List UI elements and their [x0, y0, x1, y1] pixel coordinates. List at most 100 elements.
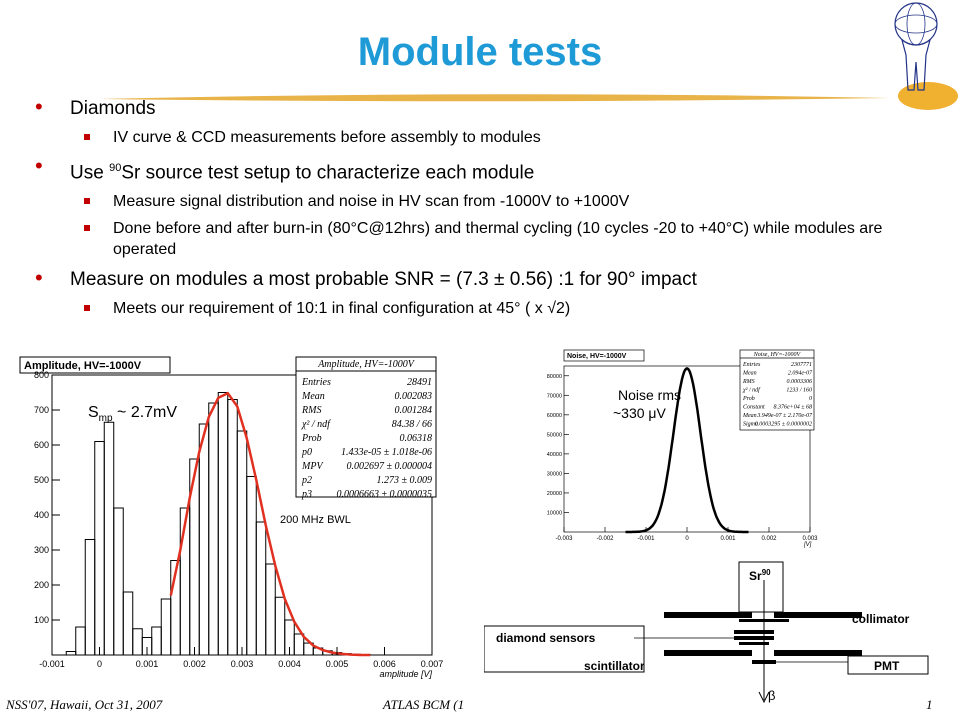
- x-tick-label: -0.002: [596, 536, 614, 542]
- x-tick-label: 0: [685, 536, 689, 542]
- stats-value: 1233 / 160: [786, 388, 812, 394]
- pmt-label: PMT: [874, 659, 900, 673]
- diamond-label: diamond sensors: [496, 631, 596, 645]
- stats-value: 28491: [407, 377, 432, 388]
- stats-key: Mean: [301, 391, 325, 402]
- y-tick-label: 300: [34, 545, 49, 555]
- x-axis-label: amplitude [V]: [379, 669, 432, 679]
- x-tick-label: 0.003: [231, 659, 254, 669]
- y-tick-label: 600: [34, 440, 49, 450]
- y-tick-label: 20000: [547, 491, 562, 497]
- stats-value: 8.376e+04 ± 68: [773, 404, 812, 411]
- setup-diagram: Sr90 β collimator diamond sensors scinti…: [484, 561, 929, 704]
- footer-page-number: 1: [926, 697, 933, 712]
- sr-source-box: [738, 561, 784, 613]
- y-tick-label: 800: [34, 370, 49, 380]
- page-title: Module tests: [357, 30, 603, 74]
- svg-text:Amplitude, HV=-1000V: Amplitude, HV=-1000V: [317, 359, 416, 370]
- footer-center: ATLAS BCM (1: [383, 697, 465, 712]
- x-tick-label: 0.003: [802, 536, 818, 542]
- histogram-bar: [122, 591, 134, 656]
- stats-value: 0: [809, 396, 812, 402]
- y-tick-label: 60000: [547, 413, 562, 419]
- bullet-list: • Diamonds IV curve & CCD measurements be…: [35, 94, 920, 319]
- amplitude-header: Amplitude, HV=-1000V: [24, 360, 142, 372]
- amplitude-stats-box: Amplitude, HV=-1000V Entries 28491 Mean 0.0…: [295, 356, 437, 500]
- stats-value: 2307771: [791, 362, 812, 368]
- stats-value: 0.002697 ± 0.000004: [347, 461, 433, 472]
- y-tick-label: 200: [34, 580, 49, 590]
- stats-key: RMS: [742, 379, 755, 385]
- amplitude-header-box: [19, 356, 171, 374]
- noise-header: Noise, HV=-1000V: [567, 353, 627, 360]
- diamond-sensor: [734, 636, 774, 640]
- x-tick-label: 0.004: [278, 659, 301, 669]
- pmt-box: [847, 655, 929, 675]
- stats-key: Mean: [742, 413, 757, 419]
- y-tick-label: 70000: [547, 393, 562, 399]
- stats-value: 84.38 / 66: [392, 419, 432, 430]
- x-tick-label: 0.006: [373, 659, 396, 669]
- scintillator: [752, 660, 776, 664]
- stats-key: χ² / ndf: [742, 387, 761, 394]
- stats-key: RMS: [301, 405, 321, 416]
- x-axis-label: [V]: [803, 542, 812, 548]
- sub-bullet-item: IV curve & CCD measurements before assem…: [40, 127, 920, 148]
- bullet-item: • Use 90Sr source test setup to character…: [35, 153, 535, 184]
- stats-value: 0.0003295 ± 0.0000002: [755, 422, 812, 428]
- y-tick-label: 50000: [547, 432, 562, 438]
- stats-key: Sigma: [743, 422, 758, 428]
- stats-value: 0.0003306: [787, 379, 813, 385]
- x-tick-label: 0.001: [720, 536, 736, 542]
- stats-value: 3.949e-07 ± 2.170e-07: [756, 412, 813, 419]
- stats-value: 0.06318: [400, 433, 433, 444]
- collimator-label: collimator: [852, 612, 910, 626]
- stats-key: p3: [301, 489, 312, 500]
- footer-left: NSS'07, Hawaii, Oct 31, 2007: [6, 697, 163, 712]
- x-tick-label: 0.007: [421, 659, 444, 669]
- stats-value: 0.001284: [395, 405, 433, 416]
- stats-key: MPV: [301, 461, 324, 472]
- y-tick-label: 30000: [547, 471, 562, 477]
- stats-key: Prob: [301, 433, 322, 444]
- svg-text:Noise, HV=-1000V: Noise, HV=-1000V: [753, 352, 802, 358]
- atlas-logo-icon: [894, 2, 958, 110]
- noise-stats-box: Noise, HV=-1000V Entries 2307771 Mean 2.094…: [739, 349, 815, 431]
- x-tick-label: -0.003: [555, 536, 573, 542]
- beta-arrow-icon: [758, 691, 770, 704]
- stats-value: 0.002083: [395, 391, 433, 402]
- stats-key: Entries: [301, 377, 331, 388]
- diamond-sensor: [734, 630, 774, 634]
- noise-histogram: Noise, HV=-1000V -0.003 -0.002 -0.001 0 0.00…: [540, 348, 820, 548]
- stats-value: 1.273 ± 0.009: [377, 475, 433, 486]
- y-tick-label: 40000: [547, 452, 562, 458]
- noise-annotation-1: Noise rms: [618, 387, 681, 403]
- stats-value: 2.094e-07: [788, 370, 813, 377]
- y-tick-label: 400: [34, 510, 49, 520]
- bullet-item: • Measure on modules a most probable SNR …: [35, 265, 697, 291]
- stats-key: Prob: [742, 396, 755, 402]
- stats-key: p0: [301, 447, 312, 458]
- bullet-item: • Diamonds: [35, 94, 156, 120]
- histogram-bar: [113, 507, 124, 656]
- shield-right: [774, 650, 862, 656]
- y-tick-label: 100: [34, 615, 49, 625]
- noise-annotation-2: ~330 μV: [613, 405, 666, 421]
- collimator-right: [774, 612, 862, 618]
- y-tick-label: 80000: [547, 374, 562, 380]
- x-tick-label: 0.001: [136, 659, 159, 669]
- bwl-label: 200 MHz BWL: [280, 514, 351, 526]
- sub-bullet-item: Done before and after burn-in (80°C@12hr…: [40, 218, 920, 260]
- sub-bullet-item: Measure signal distribution and noise in…: [40, 191, 920, 212]
- x-tick-label: -0.001: [39, 659, 65, 669]
- diamond-frame: [484, 625, 645, 673]
- stats-value: 1.433e-05 ± 1.018e-06: [341, 447, 432, 458]
- stats-key: p2: [301, 475, 312, 486]
- stats-value: 0.0006663 ± 0.0000035: [337, 489, 433, 500]
- stats-key: Constant: [743, 405, 765, 411]
- noise-header-box: [563, 349, 645, 362]
- x-tick-label: -0.001: [637, 536, 655, 542]
- scintillator-label: scintillator: [584, 659, 645, 673]
- sub-bullet-item: Meets our requirement of 10:1 in final c…: [40, 298, 920, 319]
- x-tick-label: 0.005: [326, 659, 349, 669]
